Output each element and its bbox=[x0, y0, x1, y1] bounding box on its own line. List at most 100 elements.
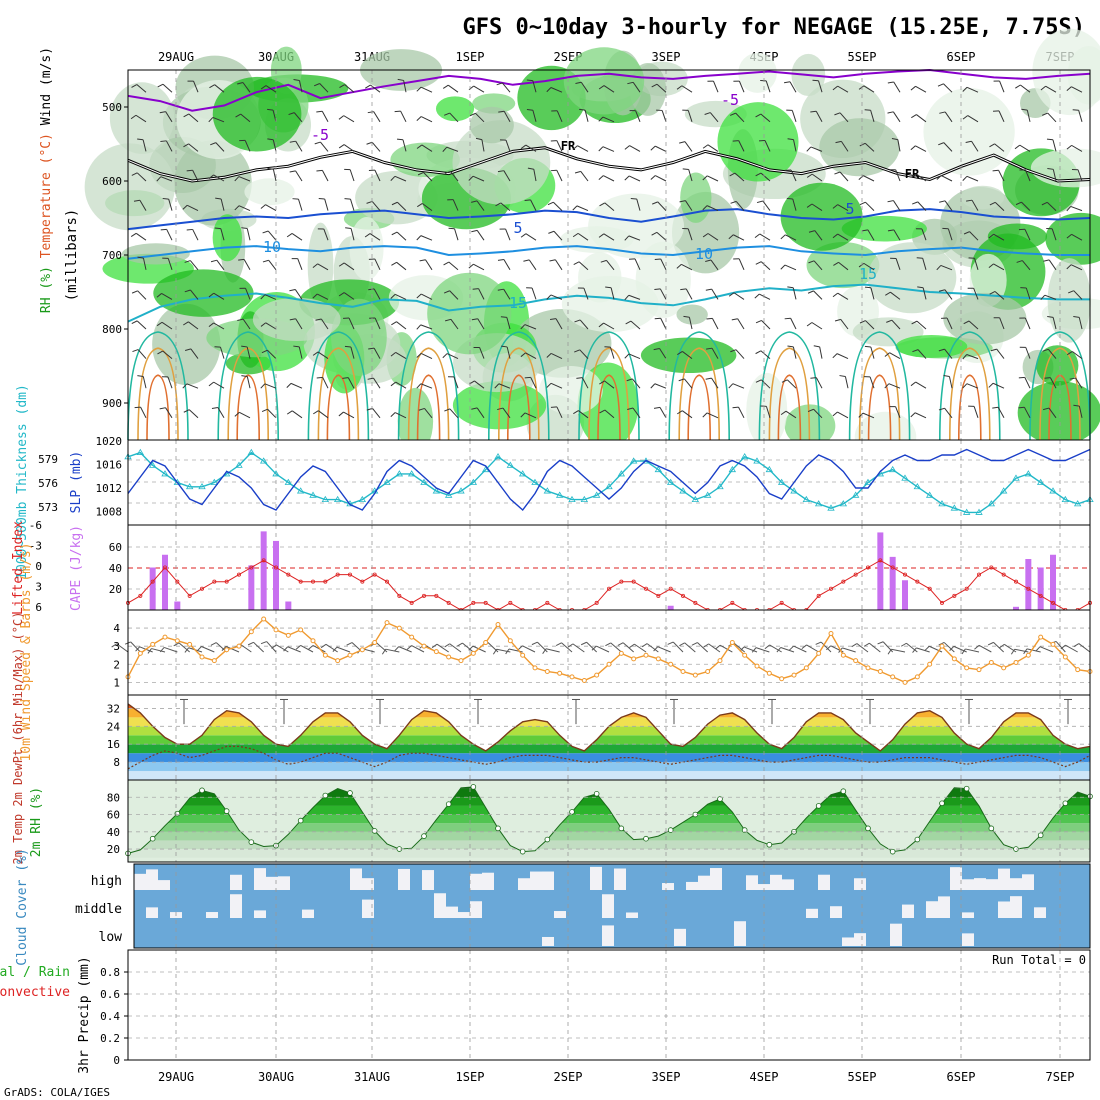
data-point bbox=[384, 620, 390, 626]
wind-barb bbox=[272, 110, 277, 122]
wind-barb-flag bbox=[650, 145, 656, 151]
data-point bbox=[261, 616, 267, 622]
cape-bar bbox=[877, 532, 884, 610]
wind-barb-flag bbox=[705, 377, 712, 380]
wind-barb-flag bbox=[262, 259, 269, 263]
wind-barb-flag bbox=[999, 643, 1005, 649]
wind-barb-flag bbox=[877, 641, 884, 645]
data-point bbox=[284, 478, 293, 485]
wind-barb bbox=[162, 350, 173, 359]
wind-barb bbox=[966, 354, 979, 360]
wind-barb-flag bbox=[832, 85, 838, 91]
wind-barb-flag bbox=[520, 324, 526, 330]
wind-barb bbox=[656, 83, 667, 93]
wind-barb-flag bbox=[498, 110, 505, 113]
wind-barb-flag bbox=[313, 410, 319, 415]
li-tick-label: 0 bbox=[35, 560, 42, 573]
wind-barb bbox=[1072, 351, 1083, 360]
data-point bbox=[754, 663, 760, 669]
contour-label: 15 bbox=[859, 265, 877, 283]
wind-barb-flag bbox=[755, 172, 762, 177]
wind-barb bbox=[448, 261, 459, 271]
wind-barb-flag bbox=[600, 259, 607, 263]
wind-barb-flag bbox=[807, 408, 814, 413]
wind-barb bbox=[790, 169, 797, 182]
wind-barb bbox=[267, 230, 277, 241]
wind-barb-flag bbox=[520, 144, 527, 150]
series-line bbox=[127, 451, 1091, 514]
wind-barb bbox=[178, 642, 190, 653]
rh-shading bbox=[923, 88, 1015, 176]
wind-barb bbox=[420, 383, 433, 389]
data-point bbox=[285, 632, 291, 638]
wind-barb bbox=[244, 140, 251, 152]
contour-label: -5 bbox=[311, 126, 329, 144]
wind-barb bbox=[578, 410, 589, 419]
cloud-clear-cell bbox=[614, 868, 626, 890]
wind-barb bbox=[655, 145, 667, 152]
data-point bbox=[679, 487, 687, 494]
wind-barb bbox=[682, 410, 693, 419]
wind-barb-flag bbox=[286, 383, 292, 388]
wind-barb bbox=[837, 85, 849, 93]
wind-barb bbox=[478, 288, 485, 300]
wind-barb bbox=[166, 229, 173, 241]
rh-point bbox=[889, 848, 896, 855]
wind-barb bbox=[556, 169, 563, 182]
data-point bbox=[902, 679, 908, 685]
cape-bar bbox=[273, 540, 279, 610]
wind-barb-flag bbox=[887, 111, 894, 114]
cloud-clear-cell bbox=[470, 901, 482, 918]
wind-barb bbox=[116, 643, 129, 653]
wind-barb-flag bbox=[630, 197, 637, 200]
surface-isotherm bbox=[678, 347, 720, 441]
wind-barb bbox=[137, 290, 147, 300]
wind-barb-flag bbox=[939, 200, 946, 203]
wind-barb bbox=[840, 141, 849, 152]
wind-barb-flag bbox=[572, 205, 578, 211]
wind-barb bbox=[596, 645, 610, 653]
wind-barb bbox=[688, 317, 693, 330]
wind-barb-flag bbox=[754, 293, 760, 299]
lifted-index-point bbox=[286, 572, 291, 577]
rh-band bbox=[128, 814, 1090, 824]
wind-barb bbox=[216, 259, 225, 271]
wind-barb-flag bbox=[943, 375, 950, 377]
wind-barb bbox=[476, 230, 485, 241]
wind-barb bbox=[761, 379, 771, 389]
wind-barb-flag bbox=[938, 348, 945, 352]
wind-barb bbox=[532, 110, 537, 122]
wind-barb-flag bbox=[963, 231, 970, 235]
wind-barb-flag bbox=[520, 233, 527, 238]
wind-barb bbox=[374, 169, 381, 182]
wind-barb bbox=[634, 258, 641, 271]
wind-barb bbox=[997, 407, 1005, 419]
wind-barb-flag bbox=[468, 645, 474, 651]
wind-barb bbox=[813, 290, 823, 300]
wind-barb-flag bbox=[728, 383, 734, 389]
wind-barb bbox=[1048, 349, 1057, 359]
wind-barb bbox=[505, 139, 511, 152]
cloud-clear-cell bbox=[962, 879, 974, 890]
rh-point bbox=[495, 825, 501, 832]
wind-barb bbox=[711, 318, 719, 330]
wind-barb-flag bbox=[676, 263, 682, 269]
wind-barb-flag bbox=[806, 146, 812, 152]
wind-barb-flag bbox=[332, 646, 338, 652]
wind-barb-flag bbox=[338, 144, 345, 149]
wind-barb-flag bbox=[864, 109, 871, 111]
wind-barb bbox=[1065, 644, 1078, 653]
wind-barb bbox=[290, 382, 303, 389]
contour-label: 5 bbox=[845, 200, 854, 218]
li-tick-label: 3 bbox=[35, 581, 42, 594]
cloud-clear-cell bbox=[362, 899, 374, 918]
cloud-clear-cell bbox=[854, 933, 866, 946]
wind-barb bbox=[628, 235, 641, 241]
wind-barb bbox=[840, 319, 849, 330]
wind-barb-flag bbox=[182, 383, 188, 389]
wind-barb-flag bbox=[624, 145, 630, 150]
wind-barb bbox=[373, 288, 381, 300]
wind-barb bbox=[973, 406, 979, 418]
wind-barb-flag bbox=[1015, 84, 1021, 89]
wind-barb bbox=[403, 80, 407, 93]
